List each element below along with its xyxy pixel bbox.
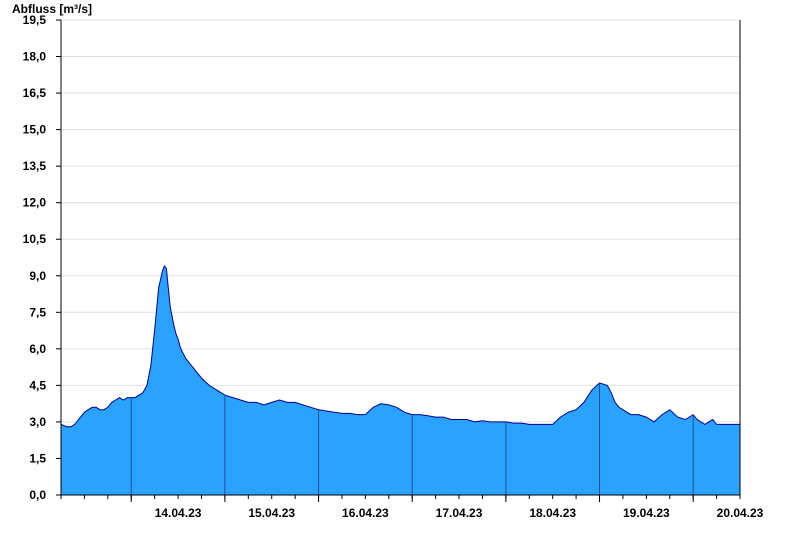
x-tick-label: 18.04.23 xyxy=(529,506,576,520)
y-tick-label: 12,0 xyxy=(23,196,47,210)
y-tick-label: 3,0 xyxy=(29,415,46,429)
x-axis-ticks: 14.04.23 15.04.23 16.04.23 17.04.23 18.04.23… xyxy=(60,495,764,520)
y-tick-label: 15,0 xyxy=(23,123,47,137)
x-tick-label: 15.04.23 xyxy=(248,506,295,520)
y-tick-label: 18,0 xyxy=(23,50,47,64)
axes xyxy=(60,20,741,496)
x-tick-label: 17.04.23 xyxy=(436,506,483,520)
y-tick-label: 1,5 xyxy=(29,451,46,465)
y-tick-label: 0,0 xyxy=(29,488,46,502)
y-tick-label: 6,0 xyxy=(29,342,46,356)
x-tick-label: 14.04.23 xyxy=(155,506,202,520)
x-tick-label: 19.04.23 xyxy=(623,506,670,520)
y-tick-label: 19,5 xyxy=(23,13,47,27)
y-tick-label: 4,5 xyxy=(29,378,46,392)
y-axis-ticks: 0,0 1,5 3,0 4,5 6,0 7,5 9,0 10,5 12,0 13,5 15,0 16,… xyxy=(23,13,61,502)
discharge-area xyxy=(60,265,740,495)
discharge-fill xyxy=(61,266,740,495)
x-tick-label: 16.04.23 xyxy=(342,506,389,520)
day-separator-lines xyxy=(130,382,694,495)
y-tick-label: 7,5 xyxy=(29,305,46,319)
y-axis-title: Abfluss [m³/s] xyxy=(12,2,92,16)
discharge-line xyxy=(60,265,740,428)
x-tick-label: 20.04.23 xyxy=(717,506,764,520)
y-tick-label: 16,5 xyxy=(23,86,47,100)
y-tick-label: 13,5 xyxy=(23,159,47,173)
y-tick-label: 9,0 xyxy=(29,269,46,283)
y-tick-label: 10,5 xyxy=(23,232,47,246)
